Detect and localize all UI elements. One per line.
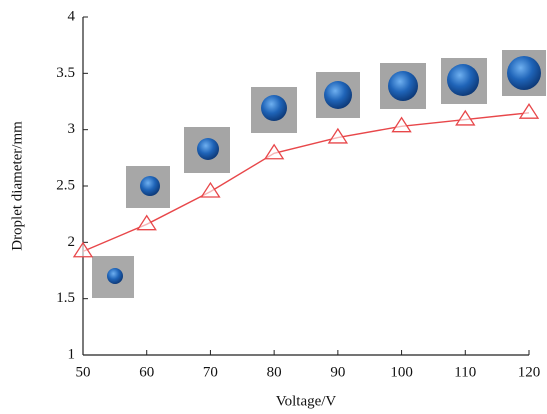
y-tick-label: 2: [68, 234, 76, 250]
marker: [138, 216, 156, 230]
marker: [201, 183, 219, 197]
y-axis-label: Droplet diameter/mm: [9, 121, 25, 251]
x-tick-label: 110: [454, 364, 476, 380]
y-tick-label: 2.5: [56, 177, 75, 193]
marker: [520, 104, 538, 118]
y-tick-label: 4: [68, 8, 76, 24]
droplet-photos: [92, 50, 546, 298]
y-tick-label: 1: [68, 346, 76, 362]
x-tick-label: 100: [390, 364, 413, 380]
marker: [74, 243, 92, 257]
y-tick-label: 1.5: [56, 290, 75, 306]
x-tick-label: 60: [139, 364, 154, 380]
chart: Voltage/V Droplet diameter/mm 1 1.5 2 2.5 3 3…: [0, 0, 547, 414]
x-tick-label: 50: [76, 364, 91, 380]
x-axis-label: Voltage/V: [276, 393, 337, 409]
y-tick-label: 3: [68, 121, 76, 137]
y-tick-label: 3.5: [56, 65, 75, 81]
x-tick-label: 90: [330, 364, 345, 380]
x-tick-label: 80: [267, 364, 282, 380]
marker: [456, 111, 474, 125]
x-tick-label: 70: [203, 364, 218, 380]
x-tick-label: 120: [518, 364, 541, 380]
marker: [393, 118, 411, 132]
